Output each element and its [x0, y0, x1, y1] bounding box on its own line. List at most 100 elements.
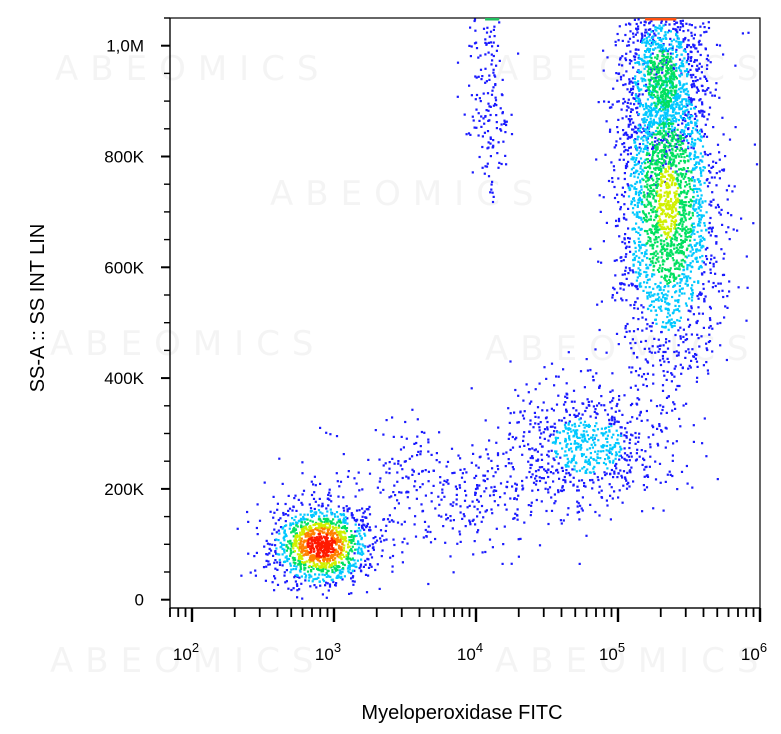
- data-point: [693, 180, 696, 183]
- data-point: [661, 71, 664, 74]
- data-point: [637, 127, 640, 130]
- data-point: [688, 364, 691, 367]
- data-point: [639, 125, 642, 129]
- data-point: [682, 84, 685, 87]
- data-point: [695, 68, 698, 71]
- data-point: [614, 274, 617, 277]
- data-point: [529, 466, 532, 470]
- data-point: [661, 354, 664, 358]
- data-point: [642, 170, 645, 173]
- data-point: [702, 261, 705, 264]
- data-point: [643, 84, 646, 87]
- data-point: [673, 89, 676, 92]
- data-point: [654, 121, 657, 124]
- data-point: [543, 437, 546, 440]
- data-point: [678, 195, 681, 198]
- data-point: [702, 214, 705, 217]
- data-point: [496, 452, 500, 455]
- data-point: [646, 230, 649, 233]
- data-point: [590, 443, 593, 446]
- data-point: [353, 559, 356, 562]
- data-point: [715, 43, 719, 46]
- data-point: [701, 260, 704, 263]
- data-point: [504, 465, 507, 468]
- data-point: [627, 284, 630, 287]
- data-point: [658, 167, 661, 170]
- data-point: [668, 314, 671, 317]
- data-point: [663, 91, 666, 94]
- data-point: [696, 215, 699, 218]
- data-point: [659, 404, 662, 407]
- data-point: [656, 103, 660, 106]
- data-point: [642, 113, 645, 116]
- data-point: [645, 36, 648, 39]
- data-point: [676, 128, 679, 131]
- data-point: [531, 473, 534, 476]
- data-point: [627, 455, 630, 458]
- data-point: [568, 435, 571, 438]
- data-point: [720, 208, 723, 211]
- data-point: [298, 569, 302, 572]
- data-point: [644, 21, 647, 24]
- data-point: [645, 271, 648, 274]
- data-point: [678, 168, 681, 171]
- data-point: [456, 95, 459, 98]
- data-point: [299, 562, 303, 566]
- data-point: [707, 164, 710, 167]
- data-point: [366, 557, 369, 560]
- data-point: [703, 417, 706, 420]
- data-point: [690, 246, 693, 249]
- data-point: [611, 415, 614, 418]
- data-point: [692, 157, 696, 161]
- data-point: [583, 484, 586, 487]
- data-point: [651, 243, 654, 246]
- data-point: [643, 203, 646, 207]
- data-point: [643, 38, 646, 41]
- data-point: [657, 256, 660, 259]
- data-point: [554, 440, 557, 443]
- data-point: [544, 469, 547, 472]
- data-point: [667, 302, 670, 305]
- data-point: [468, 519, 471, 522]
- data-point: [626, 137, 629, 140]
- data-point: [476, 498, 479, 501]
- data-point: [647, 89, 650, 92]
- data-point: [649, 159, 652, 162]
- data-point: [565, 444, 568, 447]
- data-point: [696, 178, 699, 181]
- data-point: [664, 107, 667, 110]
- data-point: [637, 18, 640, 21]
- data-point: [706, 185, 710, 188]
- data-point: [632, 271, 635, 274]
- data-point: [716, 478, 719, 481]
- data-point: [655, 213, 658, 216]
- data-point: [439, 481, 442, 484]
- data-point: [587, 425, 591, 428]
- data-point: [623, 145, 626, 149]
- data-point: [659, 61, 662, 64]
- data-point: [669, 66, 672, 69]
- data-point: [622, 83, 625, 87]
- data-point: [317, 567, 320, 570]
- data-point: [627, 481, 630, 484]
- data-point: [663, 89, 666, 93]
- data-point: [348, 571, 351, 574]
- data-point: [664, 162, 667, 165]
- data-point: [577, 412, 581, 415]
- data-point: [670, 139, 673, 142]
- data-point: [399, 464, 402, 467]
- data-point: [566, 432, 569, 435]
- data-point: [496, 464, 499, 468]
- data-point: [615, 259, 618, 262]
- data-point: [698, 345, 701, 348]
- data-point: [721, 116, 724, 119]
- data-point: [346, 522, 349, 525]
- data-point: [721, 168, 724, 171]
- data-point: [293, 564, 296, 567]
- data-point: [565, 408, 568, 411]
- data-point: [676, 92, 679, 95]
- data-point: [634, 55, 637, 58]
- data-point: [670, 241, 673, 244]
- data-point: [350, 592, 353, 595]
- data-point: [625, 162, 628, 165]
